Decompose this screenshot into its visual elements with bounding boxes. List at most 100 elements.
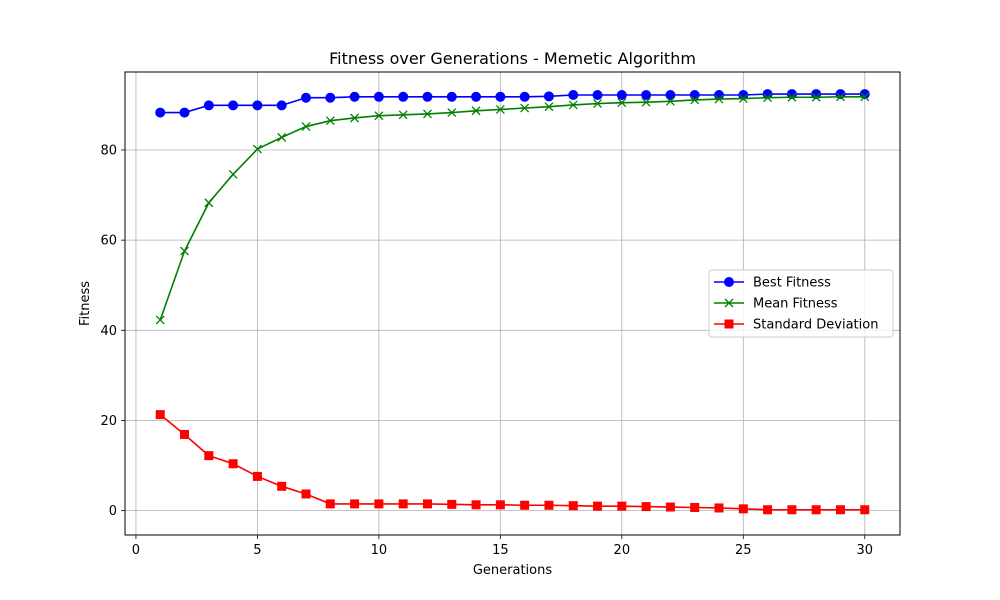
legend-marker (724, 319, 734, 329)
data-point (520, 103, 530, 113)
data-point (350, 499, 360, 509)
data-point (180, 246, 189, 256)
data-point (398, 110, 408, 120)
data-point (446, 91, 457, 102)
data-point (179, 107, 190, 118)
data-point (787, 92, 797, 102)
data-point (568, 501, 578, 511)
x-axis-label: Generations (473, 563, 553, 578)
data-point (738, 504, 748, 514)
data-point (714, 94, 724, 104)
data-point (228, 459, 238, 469)
legend-box (708, 269, 894, 338)
data-point (204, 198, 214, 208)
data-point (616, 89, 627, 100)
data-point (325, 499, 335, 509)
data-point (374, 111, 384, 121)
data-point (811, 89, 822, 100)
plot-frame (124, 71, 901, 536)
data-point (422, 91, 433, 102)
legend-label: Best Fitness (753, 276, 831, 291)
data-point (811, 505, 821, 515)
data-point (300, 92, 311, 103)
data-point (301, 122, 311, 132)
data-point (690, 502, 700, 512)
data-point (519, 91, 530, 102)
legend-label: Standard Deviation (753, 318, 878, 333)
data-point (665, 502, 675, 512)
data-point (277, 132, 287, 142)
data-point (811, 92, 821, 102)
x-tick-label: 0 (132, 543, 140, 558)
legend-label: Mean Fitness (753, 297, 838, 312)
data-point (860, 92, 870, 102)
data-point (277, 481, 287, 491)
data-point (349, 91, 360, 102)
x-tick-label: 25 (735, 543, 752, 558)
data-point (860, 505, 870, 515)
data-point (763, 505, 773, 515)
data-point (447, 499, 457, 509)
x-tick-label: 30 (856, 543, 873, 558)
data-point (495, 500, 505, 510)
data-point (228, 169, 238, 179)
data-point (228, 100, 239, 111)
legend-item: Mean Fitness (714, 297, 838, 312)
legend: Best Fitness Mean Fitness Standard Deviati… (708, 269, 894, 338)
data-point (155, 410, 165, 420)
data-point (495, 104, 505, 114)
series-mean-fitness (155, 92, 870, 325)
x-tick-label: 5 (253, 543, 261, 558)
data-point (252, 144, 262, 154)
data-point (544, 500, 554, 510)
y-tick-label: 80 (100, 143, 117, 158)
data-point (447, 108, 457, 118)
data-point (593, 99, 602, 109)
data-point (689, 89, 700, 100)
x-tick-label: 15 (492, 543, 509, 558)
data-point (495, 91, 506, 102)
series-standard-deviation (155, 410, 870, 515)
data-point (786, 89, 797, 100)
data-point (325, 92, 336, 103)
data-point (787, 505, 797, 515)
legend-marker (724, 277, 734, 287)
y-tick-label: 0 (109, 504, 117, 519)
axis-ticks: 0 5 10 15 20 25 30 0 20 40 60 80 (100, 143, 873, 558)
data-point (398, 91, 409, 102)
data-point (665, 89, 676, 100)
data-point (617, 98, 627, 108)
data-point (520, 500, 530, 510)
y-tick-label: 60 (100, 234, 117, 249)
data-point (325, 116, 335, 126)
data-point (835, 505, 845, 515)
data-point (422, 499, 432, 509)
data-point (592, 89, 603, 100)
legend-item: Standard Deviation (714, 318, 878, 333)
data-point (641, 89, 652, 100)
data-point (836, 92, 845, 102)
data-point (568, 100, 578, 110)
x-tick-label: 10 (371, 543, 388, 558)
data-point (593, 501, 603, 511)
chart-title: Fitness over Generations - Memetic Algor… (329, 49, 696, 68)
data-point (155, 315, 165, 325)
data-point (252, 100, 263, 111)
data-point (568, 89, 579, 100)
data-point (203, 100, 214, 111)
y-tick-label: 40 (100, 324, 117, 339)
data-point (471, 106, 481, 116)
legend-item: Best Fitness (714, 276, 831, 291)
data-point (641, 97, 651, 107)
data-point (204, 451, 214, 461)
data-point (690, 95, 700, 105)
data-point (641, 502, 651, 512)
y-axis-label: Fitness (78, 281, 93, 326)
data-point (350, 113, 360, 123)
legend-marker (724, 298, 734, 308)
data-point (155, 107, 166, 118)
data-point (665, 96, 675, 106)
data-point (276, 100, 287, 111)
